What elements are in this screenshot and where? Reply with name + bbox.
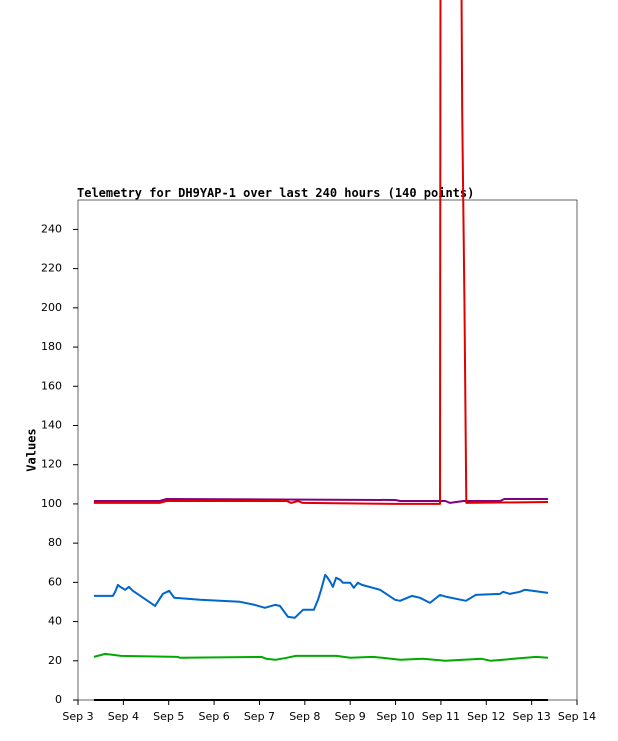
y-tick-label: 200 [41,301,62,314]
y-tick-label: 140 [41,418,62,431]
series-line [93,573,549,619]
y-tick-label: 60 [48,575,62,588]
x-tick-label: Sep 3 [62,710,93,723]
y-tick-label: 0 [55,693,62,706]
x-tick-label: Sep 8 [289,710,320,723]
y-tick-label: 160 [41,379,62,392]
plot-frame [77,199,578,701]
x-tick-label: Sep 14 [558,710,596,723]
x-tick-label: Sep 10 [376,710,414,723]
x-tick-label: Sep 4 [108,710,139,723]
series-line [93,498,548,504]
series-line [93,0,549,505]
x-tick-label: Sep 5 [153,710,184,723]
x-tick-label: Sep 11 [422,710,460,723]
y-tick-label: 20 [48,654,62,667]
x-tick-label: Sep 9 [335,710,366,723]
y-tick-label: 120 [41,458,62,471]
y-tick-label: 100 [41,497,62,510]
y-tick-label: 80 [48,536,62,549]
y-tick-label: 240 [41,222,62,235]
y-tick-label: 220 [41,262,62,275]
chart-title: Telemetry for DH9YAP-1 over last 240 hou… [77,186,474,200]
y-axis-label: Values [25,428,39,471]
x-tick-label: Sep 6 [198,710,229,723]
x-tick-label: Sep 12 [467,710,505,723]
y-tick-label: 180 [41,340,62,353]
series-line [93,652,549,662]
x-tick-label: Sep 7 [244,710,275,723]
y-tick-label: 40 [48,615,62,628]
x-tick-label: Sep 13 [513,710,551,723]
